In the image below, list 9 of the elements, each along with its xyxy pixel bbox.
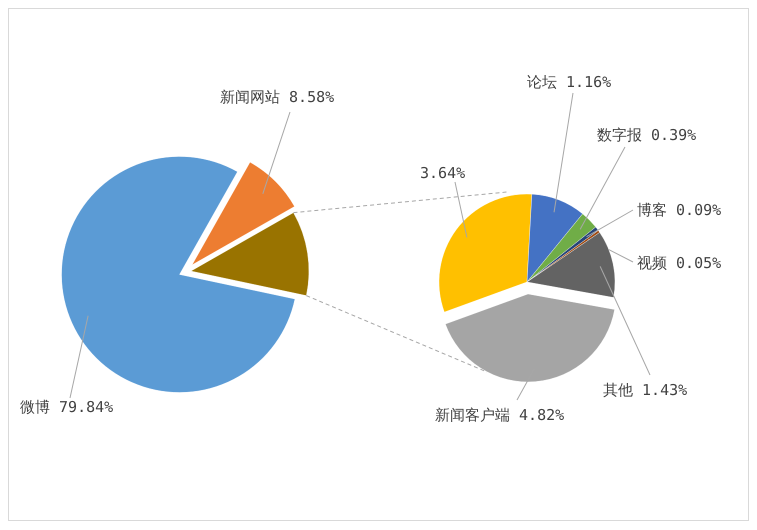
- slice-label: 视频 0.05%: [637, 254, 722, 272]
- slice-label: 数字报 0.39%: [597, 126, 696, 144]
- slice-label: 微博 79.84%: [20, 398, 114, 416]
- slice-label: 新闻客户端 4.82%: [435, 406, 564, 424]
- data-label: 3.64%: [420, 164, 466, 182]
- slice-label: 博客 0.09%: [637, 201, 722, 219]
- slice-label: 新闻网站 8.58%: [220, 88, 334, 106]
- slice-label: 论坛 1.16%: [527, 73, 612, 91]
- slice-label: 其他 1.43%: [603, 381, 688, 399]
